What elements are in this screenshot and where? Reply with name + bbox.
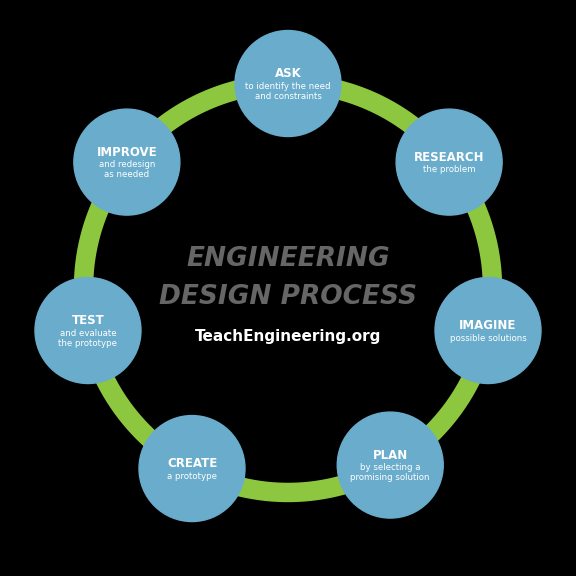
Circle shape (337, 412, 444, 518)
Circle shape (74, 109, 180, 215)
Text: a prototype: a prototype (167, 472, 217, 481)
Text: RESEARCH: RESEARCH (414, 151, 484, 164)
Text: ENGINEERING: ENGINEERING (186, 246, 390, 272)
Text: PLAN: PLAN (373, 449, 408, 462)
Circle shape (435, 278, 541, 384)
Text: by selecting a: by selecting a (360, 463, 420, 472)
Text: and evaluate: and evaluate (60, 329, 116, 338)
Text: the prototype: the prototype (59, 339, 118, 347)
Text: TeachEngineering.org: TeachEngineering.org (195, 329, 381, 344)
Text: promising solution: promising solution (350, 473, 430, 482)
Text: IMAGINE: IMAGINE (459, 319, 517, 332)
Text: as needed: as needed (104, 170, 149, 179)
Circle shape (396, 109, 502, 215)
Text: DESIGN PROCESS: DESIGN PROCESS (159, 283, 417, 310)
Text: possible solutions: possible solutions (450, 334, 526, 343)
Text: to identify the need: to identify the need (245, 82, 331, 91)
Circle shape (35, 278, 141, 384)
Text: the problem: the problem (423, 165, 475, 175)
Text: TEST: TEST (71, 314, 104, 327)
Text: and redesign: and redesign (98, 160, 155, 169)
Text: ASK: ASK (275, 67, 301, 81)
Text: CREATE: CREATE (167, 457, 217, 471)
Text: IMPROVE: IMPROVE (97, 146, 157, 159)
Text: and constraints: and constraints (255, 92, 321, 101)
Circle shape (139, 415, 245, 521)
Circle shape (235, 31, 341, 137)
